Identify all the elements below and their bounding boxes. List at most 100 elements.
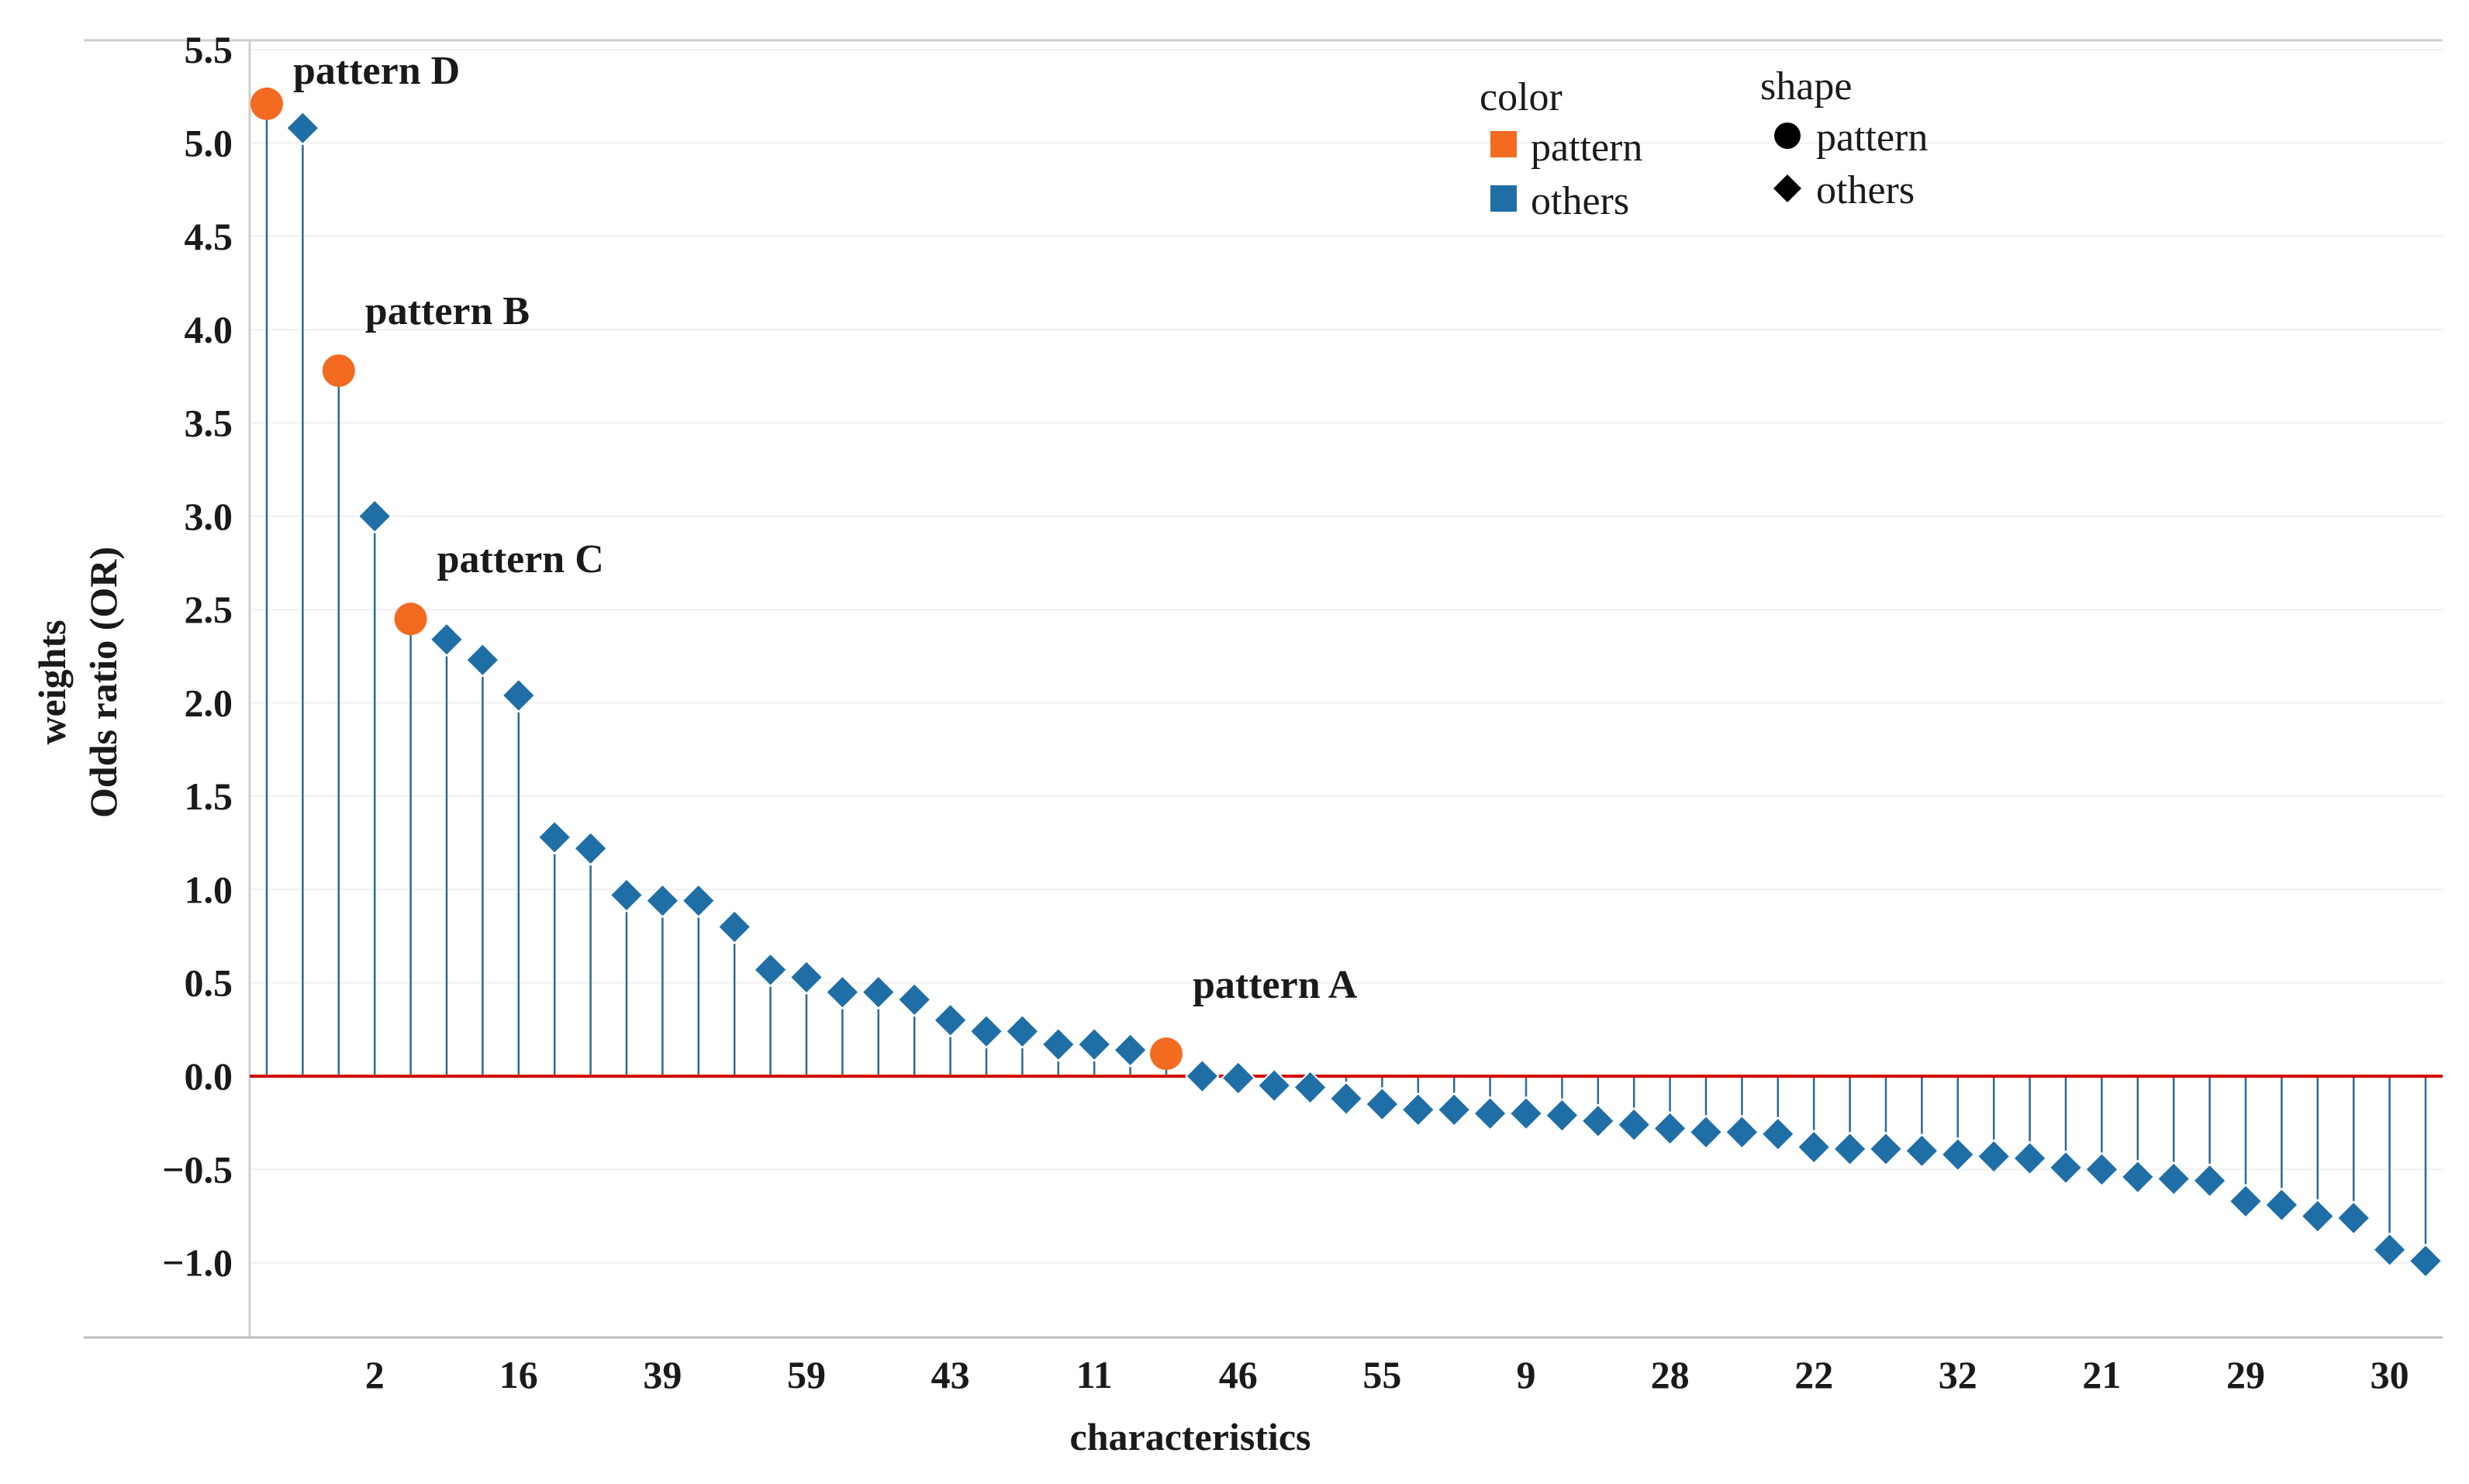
data-point-others xyxy=(1076,1027,1112,1062)
x-tick-label: 59 xyxy=(787,1353,826,1396)
data-point-others xyxy=(681,883,717,919)
data-point-others xyxy=(1580,1103,1616,1139)
data-point-others xyxy=(1616,1107,1652,1142)
data-point-others xyxy=(1940,1137,1976,1172)
data-point-others xyxy=(2048,1150,2084,1185)
x-tick-label: 21 xyxy=(2082,1353,2121,1396)
x-tick-label: 11 xyxy=(1076,1353,1113,1396)
y-tick-label: 1.0 xyxy=(185,868,233,911)
y-tick-label: 5.5 xyxy=(185,28,233,71)
data-point-others xyxy=(1293,1070,1328,1105)
y-tick-label: 3.5 xyxy=(185,401,233,444)
legend-swatch-others xyxy=(1490,185,1517,212)
data-point-others xyxy=(609,878,644,913)
annotation-label: pattern D xyxy=(293,49,460,93)
y-tick-label: 4.5 xyxy=(185,215,233,258)
axes xyxy=(84,39,2443,1339)
data-point-others xyxy=(861,975,896,1010)
data-point-others xyxy=(1473,1096,1508,1131)
y-tick-label: 2.0 xyxy=(185,682,233,725)
y-tick-label: 2.5 xyxy=(185,588,233,631)
data-point-others xyxy=(2120,1159,2156,1195)
data-point-others xyxy=(1221,1060,1256,1096)
legend-color-label-others: others xyxy=(1531,179,1629,223)
data-point-others xyxy=(1400,1092,1436,1127)
data-point-others xyxy=(573,830,609,866)
data-point-others xyxy=(357,499,392,534)
data-point-others xyxy=(2228,1183,2264,1219)
data-point-others xyxy=(644,883,680,919)
data-point-others xyxy=(429,622,464,657)
x-tick-label: 30 xyxy=(2371,1353,2409,1396)
x-tick-label: 9 xyxy=(1517,1353,1536,1396)
data-point-pattern xyxy=(250,87,283,120)
x-tick-label: 39 xyxy=(643,1353,682,1396)
legend-shape-label-pattern: pattern xyxy=(1816,116,1928,160)
y-tick-label: 3.0 xyxy=(185,495,233,538)
data-point-others xyxy=(2408,1243,2443,1279)
data-point-others xyxy=(896,982,932,1017)
x-tick-label: 22 xyxy=(1794,1353,1833,1396)
data-point-others xyxy=(1796,1130,1832,1165)
x-tick-label: 29 xyxy=(2226,1353,2265,1396)
data-point-others xyxy=(1184,1058,1220,1094)
x-tick-label: 28 xyxy=(1651,1353,1690,1396)
data-point-others xyxy=(1832,1131,1868,1167)
data-point-others xyxy=(2336,1200,2371,1236)
data-point-others xyxy=(2156,1161,2191,1196)
y-tick-label: 0.0 xyxy=(185,1054,233,1098)
data-point-others xyxy=(464,642,500,678)
data-point-others xyxy=(1868,1131,1904,1167)
tick-labels: 5.5 5.0 4.5 4.0 3.5 3.0 2.5 2.0 1.5 1.0 0.5 0.0 −0.5… xyxy=(162,28,2409,1396)
data-point-others xyxy=(717,909,752,944)
y-tick-label: 5.0 xyxy=(185,121,233,164)
legend: color pattern others shape pattern other… xyxy=(1480,64,1928,223)
y-tick-label: −0.5 xyxy=(162,1148,233,1191)
x-tick-label: 43 xyxy=(931,1353,970,1396)
data-point-others xyxy=(753,952,789,988)
x-tick-label: 55 xyxy=(1362,1353,1401,1396)
data-point-others xyxy=(1364,1086,1400,1122)
y-axis-title-line-2: Odds ratio (OR) xyxy=(81,547,125,818)
data-point-others xyxy=(2372,1232,2408,1268)
data-point-others xyxy=(933,1003,969,1038)
annotation-label: pattern B xyxy=(365,289,530,333)
legend-swatch-pattern xyxy=(1490,131,1517,157)
data-point-others xyxy=(1328,1081,1364,1116)
data-point-others xyxy=(2192,1163,2228,1199)
data-point-others xyxy=(1976,1139,2011,1174)
data-point-others xyxy=(1256,1068,1292,1103)
y-tick-label: 1.5 xyxy=(185,775,233,818)
data-point-others xyxy=(501,678,537,713)
legend-shape-label-others: others xyxy=(1816,168,1915,212)
data-point-others xyxy=(1113,1032,1148,1068)
data-point-others xyxy=(537,820,572,855)
data-point-others xyxy=(824,975,860,1010)
legend-color-title: color xyxy=(1480,75,1563,119)
data-point-others xyxy=(1724,1114,1759,1150)
data-point-pattern xyxy=(322,354,355,388)
y-tick-label: 0.5 xyxy=(185,961,233,1005)
x-tick-label: 2 xyxy=(365,1353,385,1396)
data-point-others xyxy=(1544,1098,1580,1133)
data-point-pattern xyxy=(1150,1037,1183,1071)
annotation-label: pattern C xyxy=(437,537,604,582)
data-points xyxy=(250,87,2443,1279)
y-axis-title-line-1: weights xyxy=(30,619,74,744)
data-point-others xyxy=(2264,1187,2299,1223)
x-tick-label: 32 xyxy=(1939,1353,1977,1396)
annotation-label: pattern A xyxy=(1193,963,1358,1007)
data-point-others xyxy=(1904,1133,1939,1168)
legend-shape-title: shape xyxy=(1760,64,1852,109)
data-point-pattern xyxy=(394,602,427,636)
data-point-others xyxy=(1436,1092,1472,1127)
data-point-others xyxy=(2300,1199,2336,1234)
y-tick-label: 4.0 xyxy=(185,308,233,351)
data-point-others xyxy=(285,110,320,146)
legend-circle-icon xyxy=(1774,123,1801,149)
legend-diamond-icon xyxy=(1773,174,1801,202)
data-point-others xyxy=(1508,1096,1544,1131)
annotations: pattern D pattern B pattern C pattern A xyxy=(293,49,1358,1007)
data-point-others xyxy=(969,1013,1004,1049)
